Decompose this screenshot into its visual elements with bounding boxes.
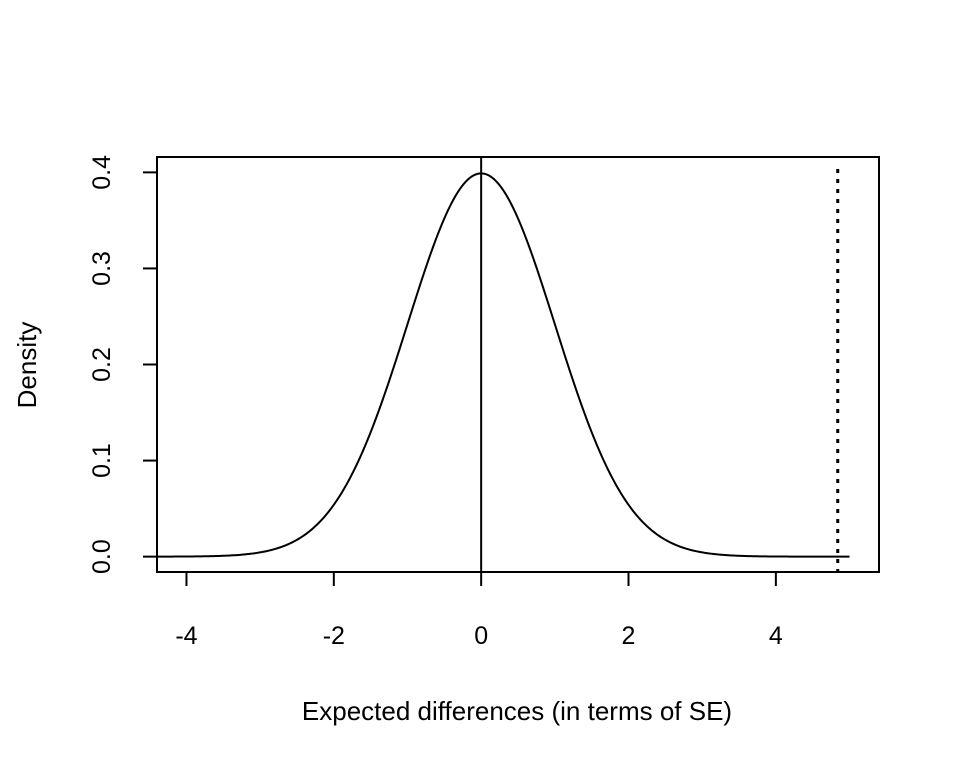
x-tick-label-2: 0 [474, 622, 488, 650]
x-axis: -4 -2 0 2 4 [175, 571, 783, 650]
x-tick-label-3: 2 [622, 622, 636, 650]
y-tick-label-0: 0.0 [88, 539, 116, 574]
density-curve-0 [156, 172, 850, 558]
y-axis-title: Density [12, 322, 42, 409]
y-tick-label-4: 0.4 [88, 155, 116, 190]
x-axis-title: Expected differences (in terms of SE) [302, 696, 732, 726]
x-tick-label-1: -2 [323, 622, 345, 650]
x-tick-label-4: 4 [769, 622, 783, 650]
y-tick-label-1: 0.1 [88, 443, 116, 478]
plot-marks [156, 157, 850, 572]
x-tick-label-0: -4 [175, 622, 197, 650]
y-axis: 0.0 0.1 0.2 0.3 0.4 [88, 155, 158, 574]
y-tick-label-2: 0.2 [88, 347, 116, 382]
y-tick-label-3: 0.3 [88, 251, 116, 286]
